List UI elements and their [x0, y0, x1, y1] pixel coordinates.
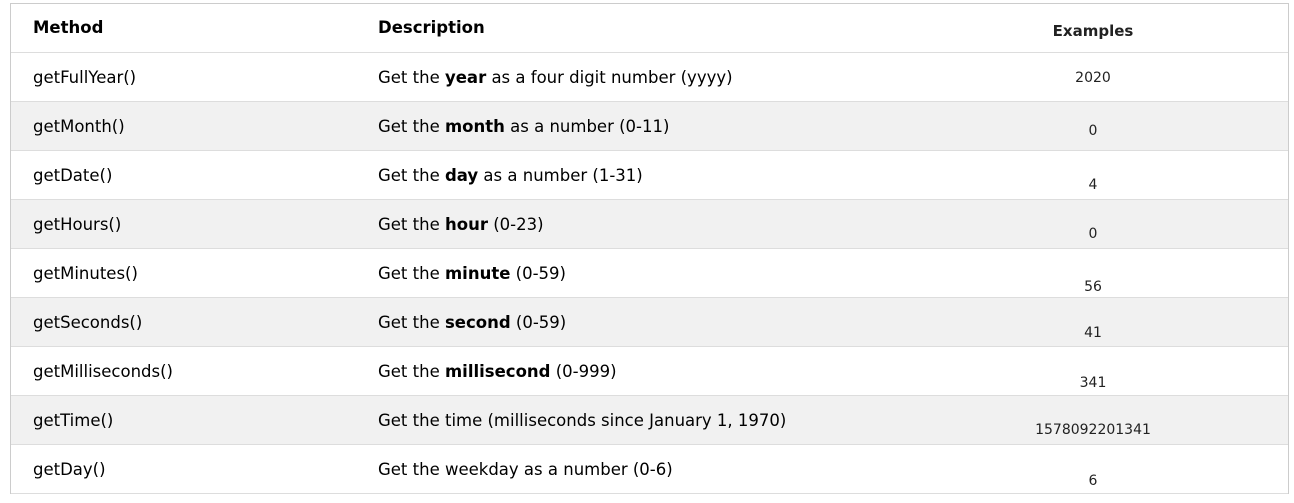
description-cell: Get the time (milliseconds since January… [378, 396, 898, 444]
description-text: Get the [378, 67, 445, 87]
example-cell: 341 [898, 347, 1288, 395]
method-cell: getMinutes() [33, 263, 138, 283]
example-value: 4 [1088, 177, 1098, 193]
example-value: 341 [1079, 375, 1107, 391]
description-text: Get the [378, 263, 445, 283]
method-cell: getHours() [33, 214, 122, 234]
method-cell: getTime() [33, 410, 114, 430]
date-methods-table: Method Description Examples getFullYear(… [10, 3, 1289, 494]
example-cell: 2020 [898, 53, 1288, 101]
method-cell: getFullYear() [33, 67, 137, 87]
description-bold: month [444, 116, 505, 136]
example-value: 56 [1084, 279, 1102, 295]
table-row: getMilliseconds() Get the millisecond (0… [11, 347, 1288, 396]
header-examples: Examples [1052, 22, 1134, 40]
table-row: getDate() Get the day as a number (1-31)… [11, 151, 1288, 200]
example-value: 6 [1088, 473, 1098, 489]
description-bold: minute [444, 263, 511, 283]
method-cell: getSeconds() [33, 312, 143, 332]
description-bold: millisecond [444, 361, 551, 381]
description-text: Get the [378, 165, 445, 185]
example-value: 41 [1084, 325, 1102, 341]
description-text: Get the time (milliseconds since January… [378, 410, 787, 430]
example-cell: 1578092201341 [898, 396, 1288, 444]
description-cell: Get the minute (0-59) [378, 249, 898, 297]
table-row: getTime() Get the time (milliseconds sin… [11, 396, 1288, 445]
description-cell: Get the month as a number (0-11) [378, 102, 898, 150]
description-text: (0-999) [550, 361, 617, 381]
table-row: getMonth() Get the month as a number (0-… [11, 102, 1288, 151]
example-cell: 4 [898, 151, 1288, 199]
description-text: as a four digit number (yyyy) [486, 67, 733, 87]
example-value: 2020 [1075, 70, 1111, 86]
description-cell: Get the hour (0-23) [378, 200, 898, 248]
header-method: Method [33, 18, 104, 37]
table-row: getDay() Get the weekday as a number (0-… [11, 445, 1288, 494]
description-text: as a number (1-31) [478, 165, 643, 185]
description-cell: Get the weekday as a number (0-6) [378, 445, 898, 493]
description-cell: Get the second (0-59) [378, 298, 898, 346]
table-header: Method Description Examples [11, 4, 1288, 53]
example-value: 0 [1088, 226, 1098, 242]
description-bold: year [444, 67, 487, 87]
table-row: getMinutes() Get the minute (0-59) 56 [11, 249, 1288, 298]
description-text: as a number (0-11) [504, 116, 670, 136]
description-bold: hour [444, 214, 488, 234]
method-cell: getDate() [33, 165, 113, 185]
header-description: Description [378, 18, 485, 37]
description-text: Get the weekday as a number (0-6) [378, 459, 673, 479]
example-value: 0 [1088, 123, 1098, 139]
example-cell: 56 [898, 249, 1288, 297]
example-cell: 6 [898, 445, 1288, 493]
description-cell: Get the day as a number (1-31) [378, 151, 898, 199]
example-cell: 41 [898, 298, 1288, 346]
method-cell: getMonth() [33, 116, 125, 136]
description-bold: second [444, 312, 511, 332]
description-cell: Get the year as a four digit number (yyy… [378, 53, 898, 101]
example-cell: 0 [898, 200, 1288, 248]
description-cell: Get the millisecond (0-999) [378, 347, 898, 395]
table-row: getHours() Get the hour (0-23) 0 [11, 200, 1288, 249]
description-text: Get the [378, 214, 445, 234]
method-cell: getDay() [33, 459, 106, 479]
method-cell: getMilliseconds() [33, 361, 173, 381]
description-bold: day [444, 165, 479, 185]
table-row: getFullYear() Get the year as a four dig… [11, 53, 1288, 102]
table-row: getSeconds() Get the second (0-59) 41 [11, 298, 1288, 347]
description-text: Get the [378, 116, 445, 136]
description-text: Get the [378, 361, 445, 381]
example-cell: 0 [898, 102, 1288, 150]
description-text: (0-59) [510, 312, 567, 332]
description-text: (0-23) [487, 214, 544, 234]
example-value: 1578092201341 [1035, 422, 1151, 438]
description-text: Get the [378, 312, 445, 332]
description-text: (0-59) [510, 263, 566, 283]
